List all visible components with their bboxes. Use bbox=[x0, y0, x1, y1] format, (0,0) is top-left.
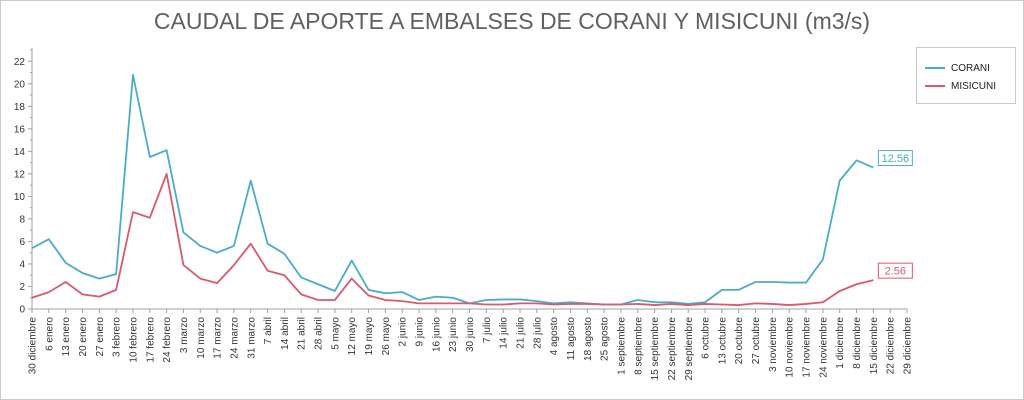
x-tick-label: 20 enero bbox=[78, 317, 89, 357]
x-tick-label: 24 marzo bbox=[229, 317, 240, 359]
x-tick-label: 31 marzo bbox=[246, 317, 257, 359]
x-tick-label: 21 abril bbox=[297, 317, 308, 350]
x-tick-label: 16 junio bbox=[431, 317, 442, 352]
end-label-misicuni: 2.56 bbox=[885, 266, 906, 278]
end-label-box-misicuni bbox=[877, 262, 913, 279]
x-tick-label: 13 octubre bbox=[717, 317, 728, 365]
x-tick-label: 19 mayo bbox=[364, 317, 375, 356]
x-tick-label: 28 julio bbox=[532, 317, 543, 349]
y-tick-label: 14 bbox=[14, 147, 26, 158]
y-tick-label: 12 bbox=[14, 169, 26, 180]
x-tick-label: 5 mayo bbox=[330, 317, 341, 350]
x-tick-label: 6 octubre bbox=[701, 317, 712, 359]
x-tick-label: 20 octubre bbox=[734, 317, 745, 365]
x-tick-label: 8 septiembre bbox=[633, 317, 644, 375]
x-tick-label: 14 abril bbox=[280, 317, 291, 350]
legend-swatch-misicuni bbox=[925, 85, 945, 87]
y-tick-label: 22 bbox=[14, 57, 26, 68]
x-tick-label: 4 agosto bbox=[549, 317, 560, 356]
x-tick-label: 1 diciembre bbox=[835, 317, 846, 369]
series-line-corani bbox=[31, 73, 874, 306]
x-tick-label: 27 enero bbox=[95, 317, 106, 357]
x-tick-label: 17 marzo bbox=[213, 317, 224, 359]
x-tick-label: 28 abril bbox=[314, 317, 325, 350]
x-tick-label: 24 noviembre bbox=[818, 317, 829, 378]
x-tick-label: 17 noviembre bbox=[802, 317, 813, 378]
x-tick-label: 3 marzo bbox=[179, 317, 190, 354]
y-tick-label: 8 bbox=[19, 214, 25, 225]
x-tick-label: 22 diciembre bbox=[886, 317, 897, 375]
y-tick-label: 20 bbox=[14, 79, 26, 90]
x-tick-label: 6 enero bbox=[44, 317, 55, 351]
y-tick-label: 18 bbox=[14, 102, 26, 113]
x-tick-label: 8 diciembre bbox=[852, 317, 863, 369]
x-tick-label: 15 septiembre bbox=[650, 317, 661, 381]
x-tick-label: 17 febrero bbox=[145, 317, 156, 363]
x-tick-label: 30 diciembre bbox=[28, 317, 39, 375]
y-tick-label: 10 bbox=[14, 192, 26, 203]
end-label-corani: 12.56 bbox=[882, 153, 910, 165]
x-tick-label: 1 septiembre bbox=[616, 317, 627, 375]
x-tick-label: 14 julio bbox=[499, 317, 510, 349]
x-tick-label: 29 diciembre bbox=[903, 317, 914, 375]
x-tick-label: 7 julio bbox=[482, 317, 493, 344]
x-tick-label: 29 septiembre bbox=[684, 317, 695, 381]
x-tick-label: 24 febrero bbox=[162, 317, 173, 363]
x-tick-label: 15 diciembre bbox=[869, 317, 880, 375]
x-tick-label: 10 marzo bbox=[196, 317, 207, 359]
x-tick-label: 27 octubre bbox=[751, 317, 762, 365]
x-tick-label: 7 abril bbox=[263, 317, 274, 344]
y-tick-label: 4 bbox=[19, 259, 25, 270]
x-tick-label: 22 septiembre bbox=[667, 317, 678, 381]
x-tick-label: 2 junio bbox=[398, 317, 409, 347]
legend: CORANI MISICUNI bbox=[916, 47, 1016, 104]
legend-swatch-corani bbox=[925, 67, 945, 69]
x-tick-label: 12 mayo bbox=[347, 317, 358, 356]
x-tick-label: 21 julio bbox=[515, 317, 526, 349]
x-tick-label: 11 agosto bbox=[566, 317, 577, 361]
x-tick-label: 9 junio bbox=[415, 317, 426, 347]
y-tick-label: 2 bbox=[19, 282, 25, 293]
x-tick-label: 10 noviembre bbox=[785, 317, 796, 378]
series-line-misicuni bbox=[31, 172, 874, 306]
x-tick-label: 10 febrero bbox=[128, 317, 139, 363]
end-label-box-corani bbox=[877, 150, 913, 167]
x-tick-label: 26 mayo bbox=[381, 317, 392, 356]
legend-label-misicuni: MISICUNI bbox=[951, 80, 996, 92]
x-tick-label: 30 junio bbox=[465, 317, 476, 352]
x-tick-label: 18 agosto bbox=[583, 317, 594, 361]
x-tick-label: 3 febrero bbox=[112, 317, 123, 357]
x-tick-label: 25 agosto bbox=[600, 317, 611, 361]
x-tick-label: 23 junio bbox=[448, 317, 459, 352]
chart-title: CAUDAL DE APORTE A EMBALSES DE CORANI Y … bbox=[153, 8, 871, 34]
y-tick-label: 6 bbox=[19, 237, 25, 248]
legend-entry-corani: CORANI bbox=[925, 61, 990, 75]
y-tick-label: 0 bbox=[19, 305, 25, 316]
y-tick-label: 16 bbox=[14, 124, 26, 135]
x-tick-label: 13 enero bbox=[61, 317, 72, 357]
legend-label-corani: CORANI bbox=[951, 62, 990, 74]
legend-entry-misicuni: MISICUNI bbox=[925, 79, 996, 93]
x-tick-label: 3 noviembre bbox=[768, 317, 779, 372]
